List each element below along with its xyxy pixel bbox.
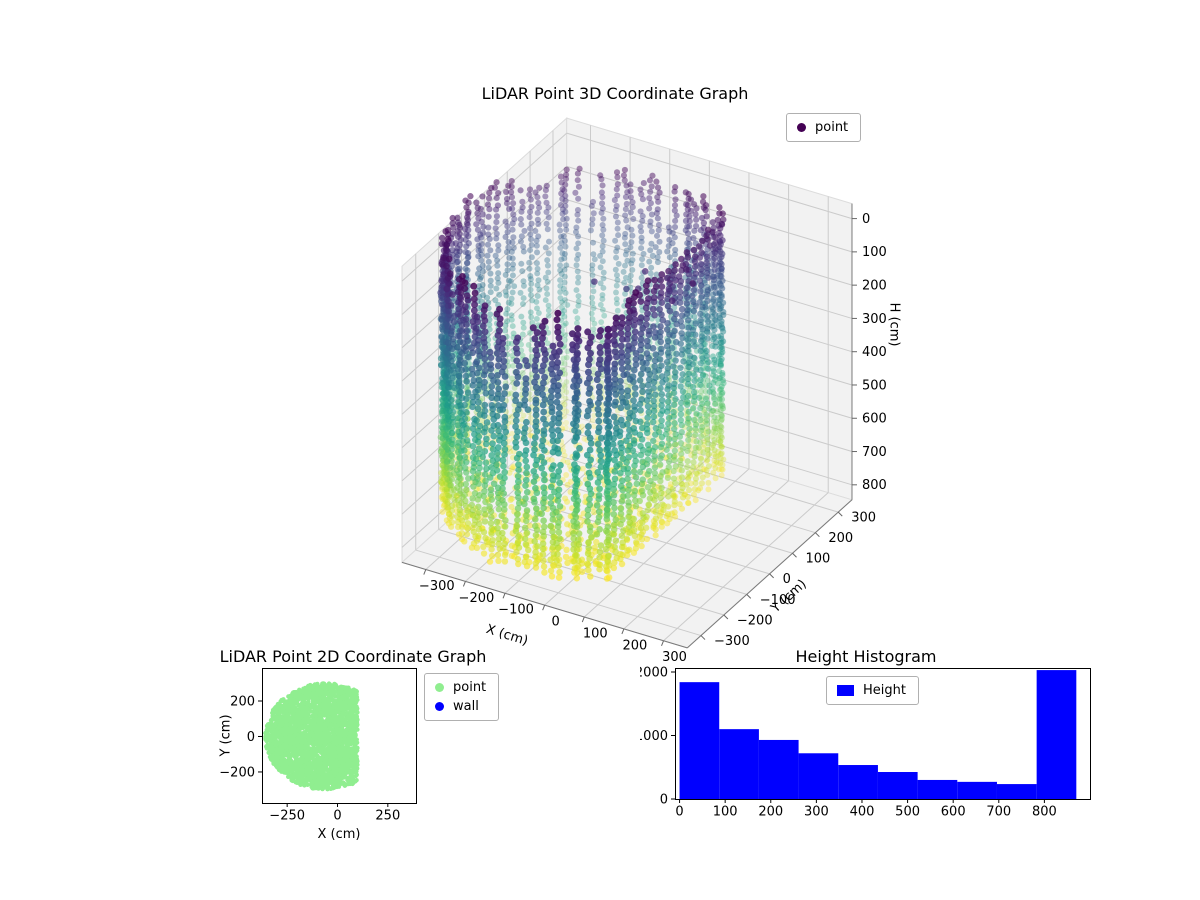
histogram-canvas: [640, 640, 1110, 840]
chart-2d-title: LiDAR Point 2D Coordinate Graph: [219, 647, 487, 666]
wall-marker-icon: [435, 702, 444, 711]
chart-2d-legend: point wall: [424, 673, 500, 721]
histogram-title: Height Histogram: [795, 647, 937, 666]
chart-2d-canvas: [200, 640, 450, 840]
legend-label-point-3d: point: [815, 120, 849, 135]
point-marker-icon: [435, 683, 444, 692]
point-marker-icon: [797, 123, 806, 132]
histogram-legend: Height: [826, 676, 919, 705]
legend-label-point-2d: point: [453, 680, 487, 695]
chart-3d-title: LiDAR Point 3D Coordinate Graph: [481, 84, 749, 103]
chart-3d-hlabel: H (cm): [886, 302, 902, 347]
legend-label-height: Height: [863, 683, 906, 698]
height-bar-swatch-icon: [837, 685, 854, 696]
chart-3d-canvas: [300, 90, 920, 680]
chart-3d-legend: point: [786, 113, 862, 142]
chart-2d-xlabel: X (cm): [317, 827, 361, 842]
legend-label-wall: wall: [453, 699, 479, 714]
chart-2d-ylabel: Y (cm): [218, 714, 234, 757]
